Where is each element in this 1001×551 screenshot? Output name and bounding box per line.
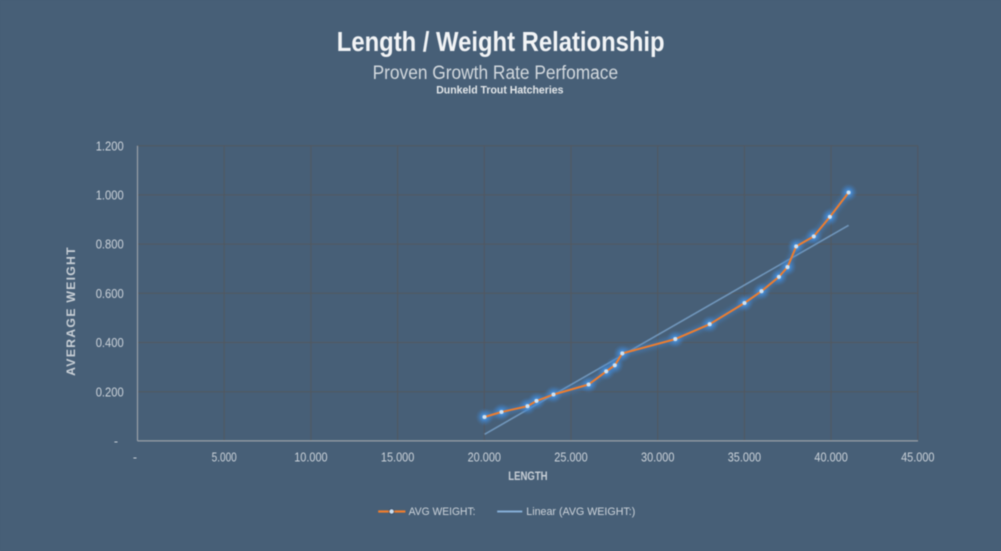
svg-text:20.000: 20.000 xyxy=(468,450,501,464)
svg-text:Dunkeld Trout Hatcheries: Dunkeld Trout Hatcheries xyxy=(436,85,563,97)
svg-text:0.200: 0.200 xyxy=(96,385,124,399)
svg-text:1.000: 1.000 xyxy=(96,189,124,203)
svg-text:-: - xyxy=(133,450,137,464)
svg-text:35.000: 35.000 xyxy=(728,450,761,464)
svg-text:AVERAGE WEIGHT: AVERAGE WEIGHT xyxy=(64,247,78,376)
svg-text:1.200: 1.200 xyxy=(96,139,124,153)
svg-text:0.600: 0.600 xyxy=(96,287,124,301)
svg-text:AVG WEIGHT:: AVG WEIGHT: xyxy=(409,506,476,518)
svg-text:Length / Weight Relationship: Length / Weight Relationship xyxy=(337,26,665,57)
svg-text:Proven Growth Rate Perfomace: Proven Growth Rate Perfomace xyxy=(373,62,619,84)
svg-text:10.000: 10.000 xyxy=(294,450,327,464)
svg-text:25.000: 25.000 xyxy=(554,450,587,464)
svg-text:0.400: 0.400 xyxy=(96,336,124,350)
svg-text:Linear (AVG WEIGHT:): Linear (AVG WEIGHT:) xyxy=(526,506,635,518)
svg-text:30.000: 30.000 xyxy=(641,450,674,464)
svg-text:40.000: 40.000 xyxy=(814,450,847,464)
svg-text:45.000: 45.000 xyxy=(901,450,934,464)
svg-text:15.000: 15.000 xyxy=(381,450,414,464)
svg-text:-: - xyxy=(114,435,118,449)
svg-text:LENGTH: LENGTH xyxy=(508,470,547,483)
svg-text:5.000: 5.000 xyxy=(212,450,237,464)
svg-text:0.800: 0.800 xyxy=(96,238,124,252)
